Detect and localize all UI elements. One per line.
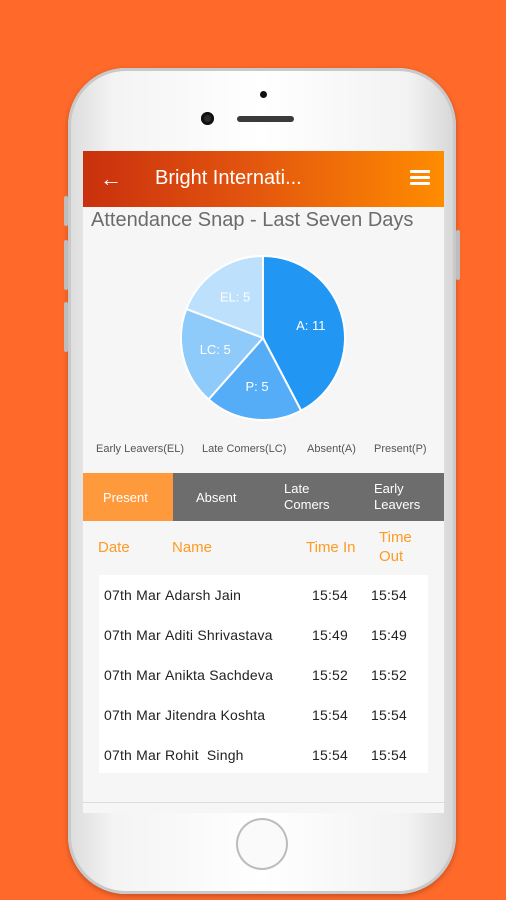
sensor [260,91,267,98]
row-time-in: 15:54 [312,747,349,763]
volume-up-button [64,240,68,290]
row-time-in: 15:49 [312,627,349,643]
pie-slice-lc[interactable] [180,307,265,401]
attendance-snap-title: Attendance Snap - Last Seven Days [91,209,414,231]
power-button [456,230,460,280]
row-name: Jitendra Koshta [165,707,266,723]
legend-absent: Absent(A) [307,443,356,455]
attendance-tabs: Present Absent Late Comers Early Leavers [83,473,444,521]
row-time-out: 15:49 [371,627,408,643]
row-name: Aditi Shrivastava [165,627,273,643]
app-title: Bright Internati... [155,167,302,189]
tab-present-label: Present [103,489,148,505]
row-date: 07th Mar [104,667,161,683]
row-date: 07th Mar [104,627,161,643]
pie-label-p: P: 5 [246,379,269,394]
table-row[interactable]: 07th Mar Aditi Shrivastava 15:49 15:49 [99,627,428,647]
row-date: 07th Mar [104,707,161,723]
header-time-out: Time Out [379,529,412,565]
row-time-out: 15:54 [371,747,408,763]
volume-button [64,196,68,226]
pie-label-a: A: 11 [296,318,325,333]
row-time-in: 15:52 [312,667,349,683]
attendance-pie-chart: A: 11 P: 5 LC: 5 EL: 5 [180,255,346,421]
row-name: Adarsh Jain [165,587,242,603]
row-name: Rohit Singh [165,747,244,763]
legend-late-comers: Late Comers(LC) [202,443,287,455]
row-time-out: 15:54 [371,707,408,723]
row-name: Anikta Sachdeva [165,667,274,683]
home-button[interactable] [236,818,288,870]
tab-late-comers-label: Late Comers [284,481,330,512]
pie-slice-el[interactable] [185,255,264,340]
arrow-left-icon[interactable]: ← [100,166,122,191]
legend-present: Present(P) [374,443,427,455]
pie-label-lc: LC: 5 [200,342,231,357]
tab-early-leavers[interactable]: Early Leavers [353,473,444,521]
volume-down-button [64,302,68,352]
attendance-list: 07th Mar Adarsh Jain 15:54 15:54 07th Ma… [99,575,428,773]
table-row[interactable]: 07th Mar Jitendra Koshta 15:54 15:54 [99,707,428,727]
row-date: 07th Mar [104,747,161,763]
table-row[interactable]: 07th Mar Rohit Singh 15:54 15:54 [99,747,428,767]
app-bar: ← Bright Internati... [83,151,444,207]
tab-absent-label: Absent [196,489,237,505]
tab-absent[interactable]: Absent [173,473,263,521]
table-row[interactable]: 07th Mar Adarsh Jain 15:54 15:54 [99,587,428,607]
legend-early-leavers: Early Leavers(EL) [96,443,185,455]
divider [83,802,444,803]
tab-present[interactable]: Present [83,473,173,521]
front-camera [201,112,214,125]
row-time-out: 15:54 [371,587,408,603]
pie-label-el: EL: 5 [220,290,250,305]
row-time-in: 15:54 [312,707,349,723]
header-time-in: Time In [306,539,356,556]
row-date: 07th Mar [104,587,161,603]
header-date: Date [98,539,130,556]
earpiece-speaker [237,116,294,122]
header-name: Name [172,539,213,556]
pie-slice-p[interactable] [207,336,303,421]
pie-slice-a[interactable] [262,255,346,412]
row-time-out: 15:52 [371,667,408,683]
chart-legend: Early Leavers(EL) Late Comers(LC) Absent… [83,443,444,457]
row-time-in: 15:54 [312,587,349,603]
app-screen: ← Bright Internati... Attendance Snap - … [83,151,444,813]
tab-late-comers[interactable]: Late Comers [263,473,353,521]
table-row[interactable]: 07th Mar Anikta Sachdeva 15:52 15:52 [99,667,428,687]
tab-early-leavers-label: Early Leavers [374,481,421,512]
hamburger-menu-icon[interactable] [410,170,430,186]
